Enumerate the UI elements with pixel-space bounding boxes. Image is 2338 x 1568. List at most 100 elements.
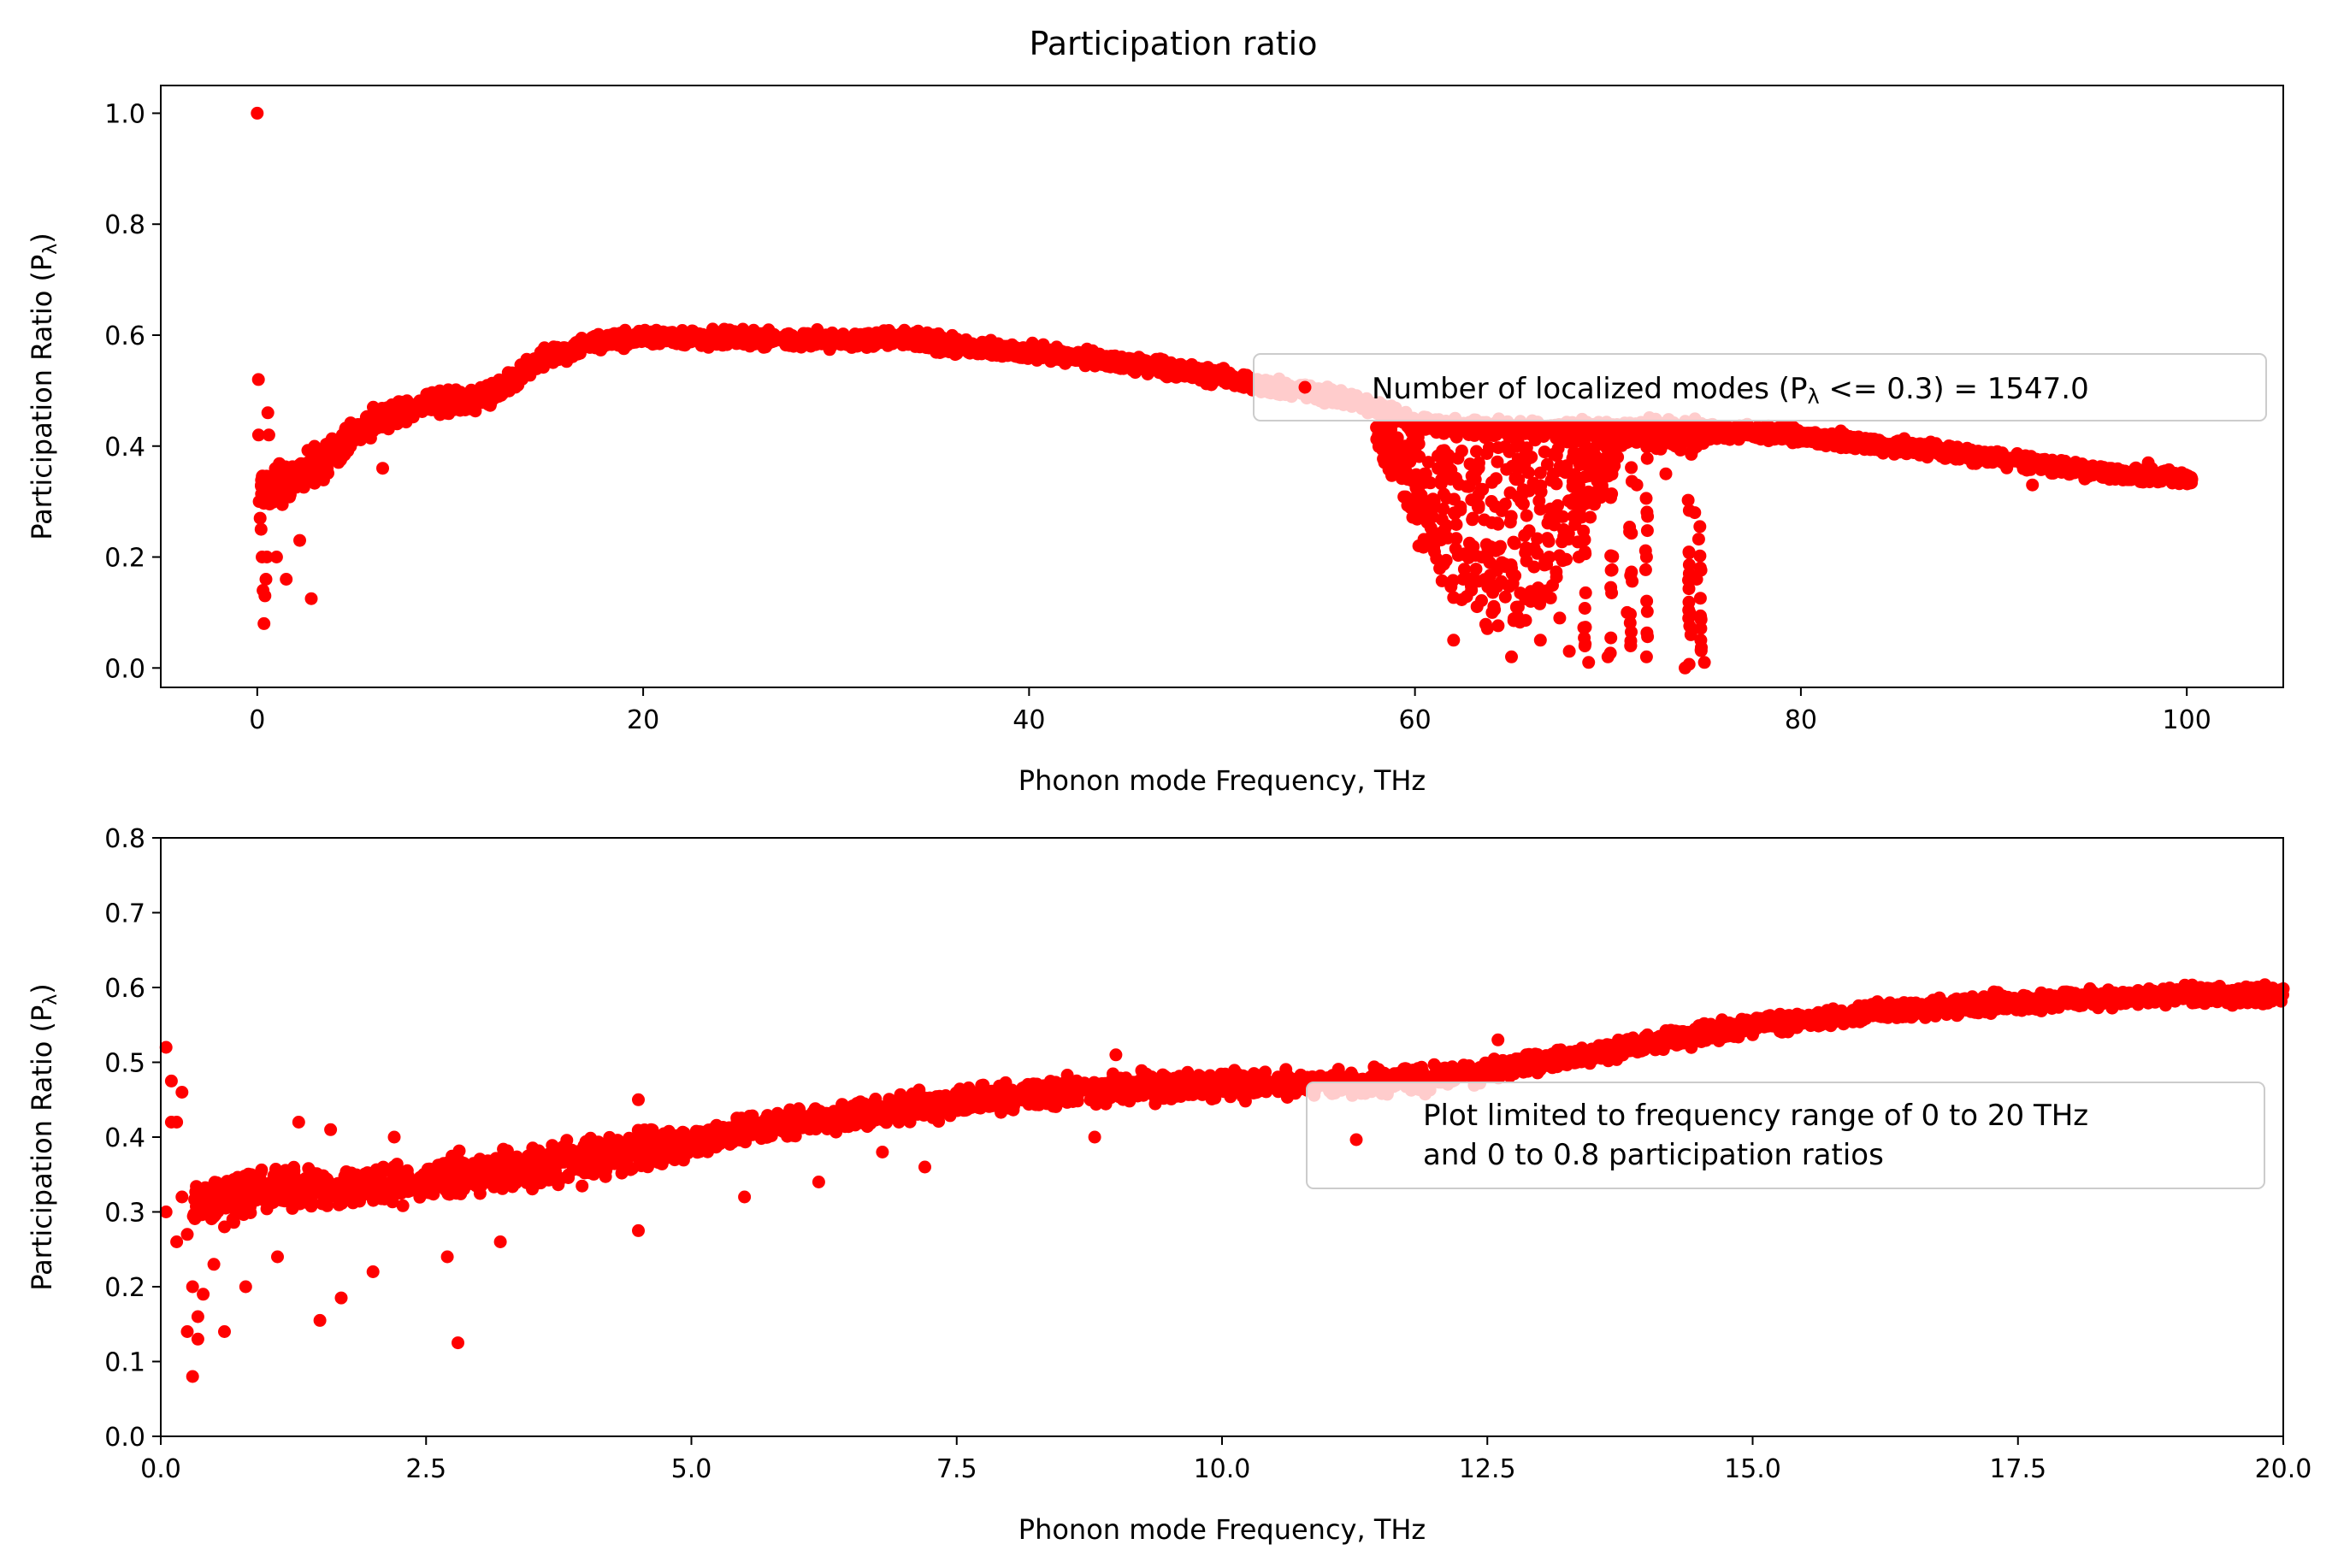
top-chart-point [1582,656,1596,669]
top-chart-point [426,386,439,399]
top-chart-point [1539,421,1553,435]
top-chart-point [563,345,576,358]
top-chart-point [278,475,291,488]
top-chart-point [1098,351,1111,364]
top-chart-point [251,106,264,120]
top-chart-ytick-label: 0.6 [104,321,145,351]
top-chart-point [927,328,941,342]
top-chart-point [1710,432,1724,445]
top-chart-point [676,327,689,341]
top-chart-point [253,511,267,525]
top-chart-point [463,387,476,401]
top-chart-point [1421,456,1435,469]
top-chart-point [1398,439,1412,453]
top-chart-point [1690,573,1703,586]
top-chart-point [2184,473,2198,486]
top-chart-point [1531,532,1544,545]
top-chart-point [1478,573,1491,587]
top-chart-xtick-label: 80 [1785,705,1817,735]
top-chart-point [1543,551,1556,564]
top-chart-point [1129,366,1142,380]
top-chart-point [266,484,280,498]
top-chart-point [1505,459,1519,473]
top-chart-point [901,333,915,346]
top-chart-point [259,573,273,586]
top-chart-point [1503,486,1517,499]
top-chart-point [1183,365,1196,379]
top-chart-point [1842,436,1856,450]
top-chart-point [1574,510,1588,524]
top-chart-point [736,322,750,336]
top-chart-point [1682,595,1696,609]
top-chart-point [1638,563,1652,576]
top-chart-point [1640,451,1654,465]
top-chart-point [1551,498,1564,512]
top-chart-point [1785,431,1798,445]
top-chart-point [1436,425,1449,439]
top-chart-xlabel: Phonon mode Frequency, THz [1018,764,1426,797]
top-chart-point [1899,443,1913,457]
top-chart-point [2141,469,2155,483]
top-chart-point [1440,519,1453,533]
top-chart-point [1516,483,1530,497]
top-chart-point [1605,487,1619,501]
top-chart-point [1577,446,1591,460]
top-chart-point [1694,610,1708,624]
top-chart-ytick-label: 0.4 [104,433,145,463]
top-chart-point [1684,628,1697,641]
top-chart-point [1826,436,1839,450]
top-chart-point [301,469,315,482]
top-chart-point [1591,475,1604,488]
top-chart-point [1406,510,1420,524]
top-chart-point [1506,576,1520,590]
top-chart-point [1561,435,1574,449]
top-chart-point [1505,650,1518,663]
top-chart-point [1541,516,1555,530]
top-chart-point [1524,594,1538,608]
top-chart-point [1682,558,1696,572]
top-chart-point [875,333,889,346]
top-chart-point [1379,451,1393,464]
top-chart-point [1520,541,1533,555]
top-chart-point [1472,456,1485,469]
top-chart-point [1533,634,1547,647]
top-chart-point [1412,539,1426,552]
top-chart-point [1639,551,1653,563]
top-chart-point [1630,478,1644,492]
top-chart-point [1217,374,1231,388]
top-chart-point [574,333,587,346]
top-chart-ytick-label: 1.0 [104,99,145,129]
top-chart-point [963,346,977,360]
top-chart-point [1627,433,1641,445]
top-chart-point [1015,346,1029,360]
top-chart-point [512,370,526,384]
top-chart-point [1944,439,1957,453]
top-chart-point [1482,441,1496,455]
top-chart-point [381,422,395,436]
top-chart-legend-marker [1298,380,1312,394]
top-chart-point [1668,439,1682,453]
top-chart-point [1654,442,1668,456]
top-chart-point [1438,444,1451,457]
top-chart-point [1542,534,1556,548]
top-chart-point [2027,458,2040,471]
top-chart-point [1452,478,1466,491]
top-chart-point [2061,463,2075,476]
top-chart-point [1485,605,1499,619]
top-chart-point [1400,451,1414,465]
top-chart-point [1145,358,1159,372]
top-chart-point [1462,536,1476,550]
top-chart-point [1520,509,1533,522]
top-chart-ytick-label: 0.2 [104,544,145,574]
top-chart-point [304,592,318,605]
top-chart-point [1604,581,1618,594]
top-chart-point [1578,492,1591,505]
top-chart-point [1441,531,1455,545]
top-chart-point [1466,511,1479,525]
top-chart-point [1688,506,1702,520]
top-chart-point [1579,470,1592,484]
top-chart-point [1427,495,1441,509]
top-chart-point [1539,584,1553,598]
top-chart-point [715,325,729,339]
